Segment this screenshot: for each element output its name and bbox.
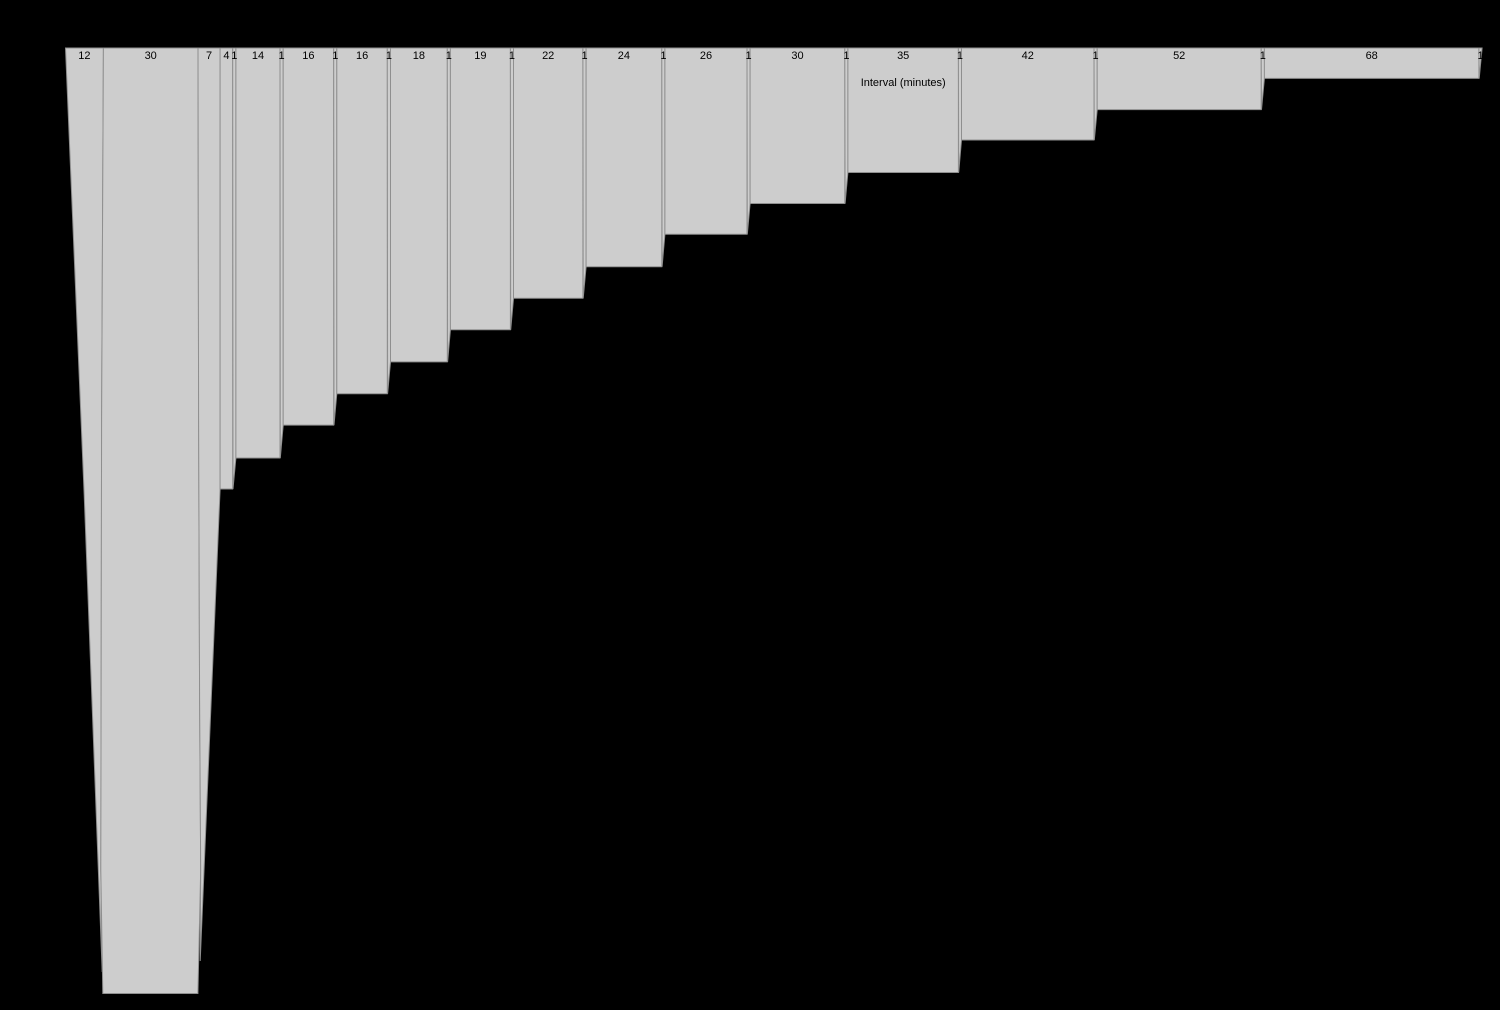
svg-text:26: 26 [700, 50, 712, 62]
svg-text:12: 12 [78, 50, 90, 62]
svg-text:1: 1 [231, 50, 237, 62]
svg-text:14: 14 [252, 50, 264, 62]
svg-text:1: 1 [660, 50, 666, 62]
svg-text:1: 1 [843, 50, 849, 62]
svg-text:1: 1 [446, 50, 452, 62]
svg-text:4: 4 [223, 50, 229, 62]
svg-text:1: 1 [957, 50, 963, 62]
svg-text:35: 35 [897, 50, 909, 62]
svg-text:22: 22 [542, 50, 554, 62]
svg-text:16: 16 [356, 50, 368, 62]
svg-text:24: 24 [618, 50, 630, 62]
svg-text:1: 1 [1260, 50, 1266, 62]
svg-text:1: 1 [746, 50, 752, 62]
svg-text:1: 1 [1477, 50, 1483, 62]
svg-text:52: 52 [1173, 50, 1185, 62]
svg-text:1: 1 [581, 50, 587, 62]
svg-text:1: 1 [386, 50, 392, 62]
svg-text:19: 19 [474, 50, 486, 62]
svg-text:30: 30 [145, 50, 157, 62]
svg-text:30: 30 [791, 50, 803, 62]
svg-text:68: 68 [1366, 50, 1378, 62]
svg-text:16: 16 [302, 50, 314, 62]
svg-text:1: 1 [332, 50, 338, 62]
svg-text:42: 42 [1022, 50, 1034, 62]
svg-text:1: 1 [1093, 50, 1099, 62]
svg-text:7: 7 [206, 50, 212, 62]
svg-text:1: 1 [279, 50, 285, 62]
svg-text:18: 18 [413, 50, 425, 62]
svg-text:1: 1 [509, 50, 515, 62]
svg-text:Interval (minutes): Interval (minutes) [861, 77, 946, 89]
